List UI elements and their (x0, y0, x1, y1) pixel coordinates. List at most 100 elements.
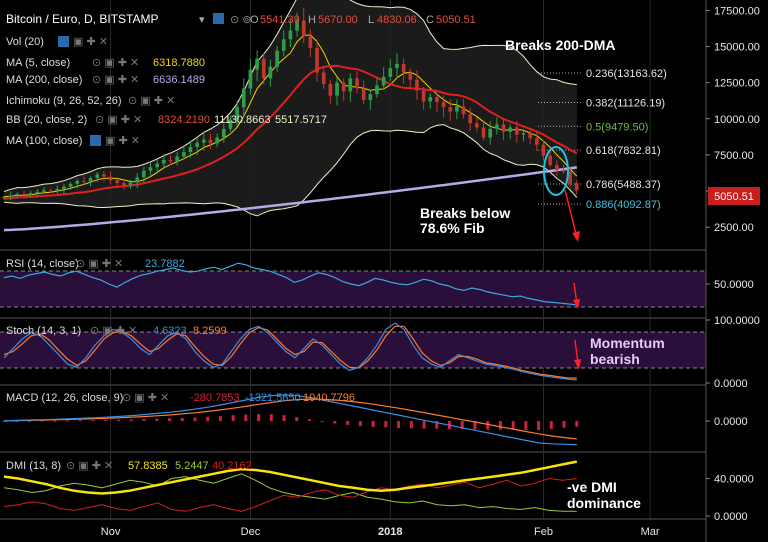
fib-label-1: 0.382(11126.19) (586, 97, 665, 109)
candle-body-70 (468, 114, 473, 124)
candle-body-58 (388, 68, 393, 77)
title-toolbar-icons: ⊙ ⊚ (230, 14, 252, 26)
dmi-panel[interactable]: -ve DMI dominance (3, 460, 641, 512)
candle-body-20 (135, 177, 140, 183)
price-tick-label-3: 10000.00 (714, 114, 760, 126)
last-price-tag-text: 5050.51 (714, 191, 754, 203)
ohlc-low-label: L (368, 14, 374, 26)
title-settings-icon[interactable] (213, 13, 224, 24)
price-tick-label-2: 12500.00 (714, 78, 760, 90)
time-axis[interactable]: Nov Dec 2018 Feb Mar (101, 526, 660, 538)
candle-body-28 (188, 146, 193, 153)
macd-hist-bar-15 (193, 417, 197, 422)
ma200-label: MA (200, close) (6, 74, 82, 86)
candle-body-83 (554, 165, 559, 171)
macd-hist-bar-29 (371, 421, 375, 427)
candle-body-31 (208, 139, 213, 144)
macd-hist-bar-17 (218, 416, 222, 422)
ma100-label: MA (100, close) (6, 135, 82, 147)
macd-hist-bar-1 (15, 420, 19, 422)
rsi-panel[interactable] (0, 262, 706, 309)
vol-settings-icon[interactable] (58, 36, 69, 47)
candle-body-76 (508, 127, 513, 132)
candle-body-35 (235, 107, 239, 120)
candle-body-47 (315, 47, 319, 73)
candle-body-9 (62, 186, 66, 189)
stoch-panel[interactable]: Momentum bearish (0, 322, 706, 381)
candle-body-33 (221, 128, 226, 138)
macd-hist-bar-40 (511, 421, 515, 430)
rsi-label: RSI (14, close) (6, 258, 79, 270)
rsi-band (0, 271, 706, 307)
candle-body-27 (181, 152, 186, 157)
fib-label-4: 0.786(5488.37) (586, 179, 661, 191)
candle-body-82 (548, 155, 552, 166)
price-panel[interactable]: 0.236(13163.62) 0.382(11126.19) 0.5(9479.5… (2, 0, 667, 242)
ichimoku-label: Ichimoku (9, 26, 52, 26) (6, 95, 122, 107)
dmi-1-tick-label: 0.0000 (714, 511, 748, 523)
legend-macd: MACD (12, 26, close, 9) ⊙ ▣ ✚ ✕ -280.785… (6, 392, 355, 404)
bb-lower: 5517.5717 (275, 114, 327, 126)
macd-hist-bar-21 (269, 414, 273, 422)
macd-panel[interactable] (2, 394, 579, 446)
candle-body-34 (228, 119, 233, 129)
candle-body-78 (521, 133, 526, 135)
candle-body-32 (215, 137, 219, 144)
bb-upper-line (3, 0, 577, 192)
bollinger-band-fill (4, 0, 577, 216)
candle-body-74 (495, 124, 499, 129)
candle-body-7 (48, 190, 53, 192)
ma100-settings-icon[interactable] (90, 135, 101, 146)
fib-label-2: 0.5(9479.50) (586, 121, 648, 133)
candle-body-40 (268, 66, 273, 79)
ma200-toolbar-icons: ⊙ ▣ ✚ ✕ (92, 74, 139, 86)
candle-body-24 (162, 159, 166, 164)
annotation-fib-786: 78.6% Fib (420, 220, 485, 236)
macd-hist-bar-9 (117, 419, 121, 422)
candle-body-84 (561, 170, 566, 172)
ohlc-open: 5541.39 (260, 14, 300, 26)
vol-label: Vol (20) (6, 36, 44, 48)
ma5-value: 6318.7880 (153, 57, 205, 69)
legend-rsi: RSI (14, close) ⊙ ▣ ✚ ✕ 23.7882 (6, 258, 185, 270)
dmi-minus-value: 40.2162 (212, 460, 252, 472)
price-tick-label-1: 15000.00 (714, 41, 760, 53)
rsi-value: 23.7882 (145, 258, 185, 270)
candle-body-51 (341, 82, 346, 92)
candle-body-71 (475, 123, 479, 128)
candle-body-30 (201, 139, 206, 143)
rsi-line (3, 262, 577, 306)
macd-hist-bar-23 (295, 417, 299, 422)
bb-basis: 8324.2190 (158, 114, 210, 126)
down-arrow-price (564, 189, 580, 242)
fib-label-0: 0.236(13163.62) (586, 68, 667, 80)
candle-body-68 (455, 106, 459, 112)
ohlc-high: 5670.00 (318, 14, 358, 26)
highlight-circle (543, 146, 569, 196)
title-dropdown-icon: ▾ (199, 14, 205, 26)
bb-toolbar-icons: ⊙ ▣ ✚ ✕ (95, 114, 142, 126)
candle-body-57 (381, 76, 386, 86)
stoch-d-value: 8.2599 (193, 325, 227, 337)
macd-hist-bar-30 (384, 421, 388, 428)
candle-body-49 (328, 84, 333, 96)
dmi-adx-value: 57.8385 (128, 460, 168, 472)
legend-dmi: DMI (13, 8) ⊙ ▣ ✚ ✕ 57.8385 5.2447 40.21… (6, 460, 252, 472)
price-axis[interactable]: 17500.00 15000.00 12500.00 10000.00 7500.00 5… (706, 5, 760, 523)
candle-body-11 (75, 180, 80, 184)
macd-hist-bar-0 (2, 420, 6, 422)
candle-body-54 (361, 88, 366, 100)
legend-price: Bitcoin / Euro, D, BITSTAMP ▾ ⊙ ⊚ O 5541… (6, 12, 476, 147)
candlesticks[interactable] (2, 7, 579, 201)
ma5-label: MA (5, close) (6, 57, 70, 69)
macd-hist-bar-43 (549, 421, 553, 429)
annotation-dominance: dominance (567, 495, 641, 511)
stoch-0-tick-label: 100.0000 (714, 315, 760, 327)
rsi-toolbar-icons: ⊙ ▣ ✚ ✕ (76, 258, 123, 270)
candle-body-60 (401, 63, 406, 73)
stoch-d-line (3, 325, 577, 379)
ichimoku-toolbar-icons: ⊙ ▣ ✚ ✕ (128, 95, 175, 107)
candle-body-62 (415, 79, 419, 91)
ohlc-high-label: H (308, 14, 316, 26)
ohlc-close-label: C (426, 14, 434, 26)
